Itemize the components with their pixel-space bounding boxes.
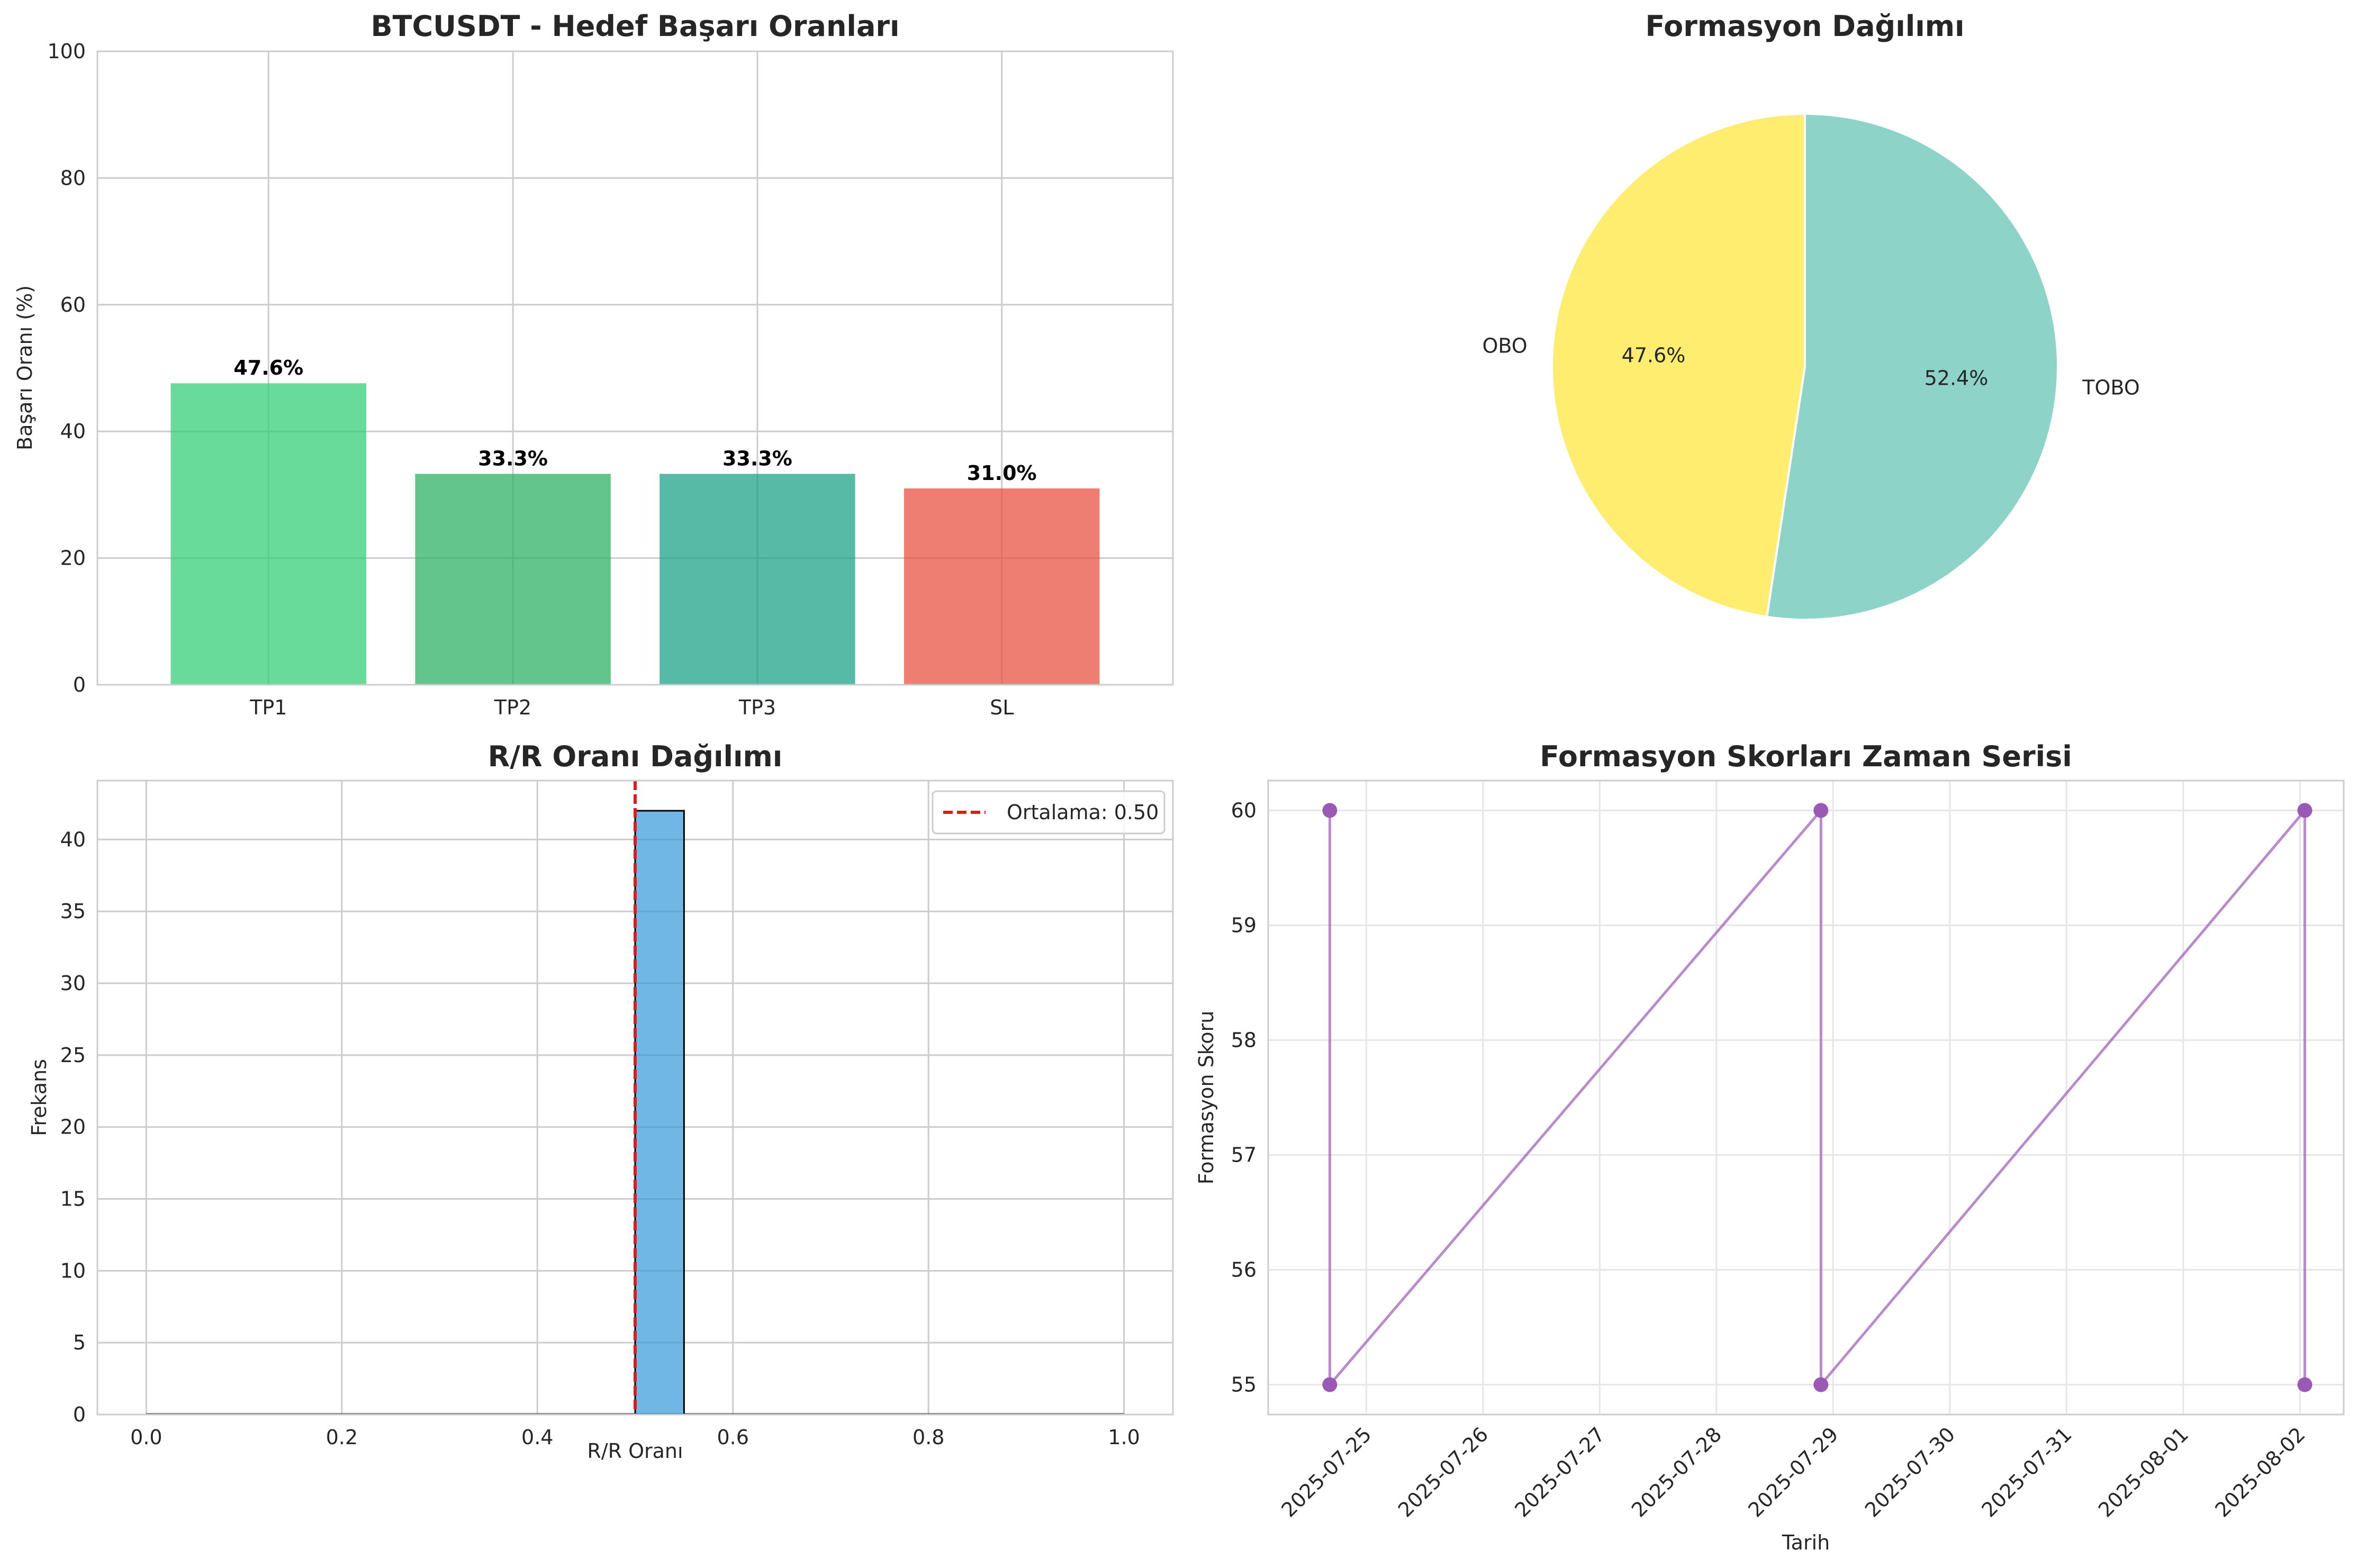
y-tick-label: 56: [1231, 1258, 1257, 1282]
y-tick-label: 40: [60, 828, 86, 851]
y-tick-label: 30: [60, 972, 86, 995]
plot-area: [1268, 781, 2344, 1415]
pie-slice-label: OBO: [1482, 334, 1527, 357]
score-series: [1322, 803, 2312, 1392]
y-tick-label: 59: [1231, 913, 1257, 937]
x-tick-label: SL: [990, 696, 1014, 719]
y-tick-label: 80: [60, 166, 86, 189]
pie-pct-label: 47.6%: [1622, 343, 1686, 367]
pie-pct-label: 52.4%: [1925, 367, 1989, 390]
y-tick-labels: 55 56 57 58 59 60: [1231, 799, 1257, 1396]
score-line: [1328, 806, 2306, 1389]
score-point: [2297, 803, 2312, 818]
axes-frame: [96, 780, 1174, 1416]
y-axis-label: Frekans: [28, 1059, 51, 1136]
x-tick-label: 0.2: [326, 1426, 358, 1449]
x-tick-label: 2025-07-31: [1977, 1422, 2076, 1521]
x-tick-labels: 2025-07-25 2025-07-26 2025-07-27 2025-07-28…: [1277, 1422, 2309, 1521]
x-tick-label: 0.8: [913, 1426, 944, 1449]
histogram-bar: [634, 810, 685, 1416]
x-tick-labels: 0.0 0.2 0.4 0.6 0.8 1.0: [130, 1426, 1140, 1449]
pie-slices: [1551, 112, 2059, 621]
chart-title: R/R Oranı Dağılımı: [488, 740, 783, 773]
bar-sl: [904, 488, 1100, 685]
axes-frame: [96, 50, 1174, 686]
y-tick-label: 60: [1231, 799, 1257, 822]
bar-chart-panel: 0 20 40 60 80 100 TP1 TP2 TP3 SL 47.6% 33.3% 33.3%…: [13, 10, 1174, 719]
chart-title: BTCUSDT - Hedef Başarı Oranları: [371, 10, 899, 43]
histogram-panel: 0 5 10 15 20 25 30 35 40 0.0 0.2 0.4 0.6 0.8 1.0 R/R …: [28, 740, 1174, 1463]
x-axis-label: R/R Oranı: [587, 1439, 683, 1463]
y-tick-label: 58: [1231, 1028, 1257, 1052]
y-tick-labels: 0 5 10 15 20 25 30 35 40: [60, 828, 86, 1426]
bars: [170, 383, 1100, 685]
x-tick-label: 2025-07-26: [1394, 1422, 1493, 1521]
axes-frame: [1267, 780, 2345, 1416]
x-tick-label: TP1: [249, 696, 287, 719]
y-tick-label: 57: [1231, 1144, 1257, 1167]
y-tick-label: 0: [73, 673, 86, 696]
x-tick-label: 0.6: [717, 1426, 749, 1449]
y-tick-label: 60: [60, 293, 86, 316]
y-tick-labels: 0 20 40 60 80 100: [47, 40, 86, 696]
chart-title: Formasyon Skorları Zaman Serisi: [1540, 740, 2072, 773]
score-point: [2297, 1377, 2312, 1392]
y-tick-label: 5: [73, 1331, 86, 1354]
y-tick-label: 20: [60, 547, 86, 570]
bar-value-label: 33.3%: [478, 447, 548, 470]
bar-tp1: [170, 383, 366, 685]
score-point: [1322, 1377, 1338, 1392]
x-tick-label: TP3: [738, 696, 776, 719]
bar-value-label: 33.3%: [722, 447, 792, 470]
x-tick-label: 0.0: [130, 1426, 162, 1449]
y-tick-label: 35: [60, 900, 86, 923]
x-tick-labels: TP1 TP2 TP3 SL: [249, 696, 1014, 719]
legend-box: [932, 790, 1166, 835]
pie-slice-tobo: [1765, 112, 2059, 621]
x-tick-label: 2025-07-27: [1510, 1422, 1609, 1521]
x-tick-label: 2025-07-29: [1743, 1422, 1842, 1521]
x-tick-label: 2025-07-25: [1277, 1422, 1376, 1521]
score-point: [1813, 803, 1829, 818]
y-axis-label: Formasyon Skoru: [1195, 1011, 1218, 1184]
x-tick-label: TP2: [494, 696, 531, 719]
bar-tp3: [659, 474, 855, 685]
x-tick-label: 2025-07-30: [1860, 1422, 1959, 1521]
y-axis-label: Başarı Oranı (%): [13, 285, 37, 450]
legend-label: Ortalama: 0.50: [1007, 801, 1159, 824]
y-tick-label: 55: [1231, 1373, 1257, 1397]
x-tick-label: 2025-08-01: [2094, 1422, 2193, 1521]
pie-slice-label: TOBO: [2082, 376, 2139, 400]
value-labels: 47.6% 33.3% 33.3% 31.0%: [233, 356, 1036, 485]
chart-title: Formasyon Dağılımı: [1645, 10, 1964, 43]
pie-chart-panel: OBO 47.6% TOBO 52.4% Formasyon Dağılımı: [1482, 10, 2140, 621]
x-axis-label: Tarih: [1782, 1531, 1830, 1554]
score-point: [1322, 803, 1338, 818]
pie-slice-obo: [1551, 112, 1806, 618]
bar-value-label: 31.0%: [967, 461, 1037, 485]
y-tick-label: 10: [60, 1259, 86, 1282]
y-tick-label: 15: [60, 1188, 86, 1211]
bar-tp2: [415, 474, 611, 685]
y-tick-label: 0: [73, 1403, 86, 1426]
x-tick-label: 2025-08-02: [2210, 1422, 2309, 1521]
bar-value-label: 47.6%: [233, 356, 303, 379]
score-point: [1813, 1377, 1829, 1392]
x-tick-label: 1.0: [1108, 1426, 1140, 1449]
legend: Ortalama: 0.50: [932, 790, 1166, 835]
x-tick-label: 2025-07-28: [1627, 1422, 1726, 1521]
y-tick-label: 20: [60, 1116, 86, 1139]
x-tick-label: 0.4: [521, 1426, 553, 1449]
y-tick-label: 100: [47, 40, 86, 63]
y-tick-label: 40: [60, 420, 86, 443]
y-tick-label: 25: [60, 1044, 86, 1067]
pie-labels: OBO 47.6% TOBO 52.4%: [1482, 334, 2139, 399]
gridlines: [1268, 781, 2344, 1415]
